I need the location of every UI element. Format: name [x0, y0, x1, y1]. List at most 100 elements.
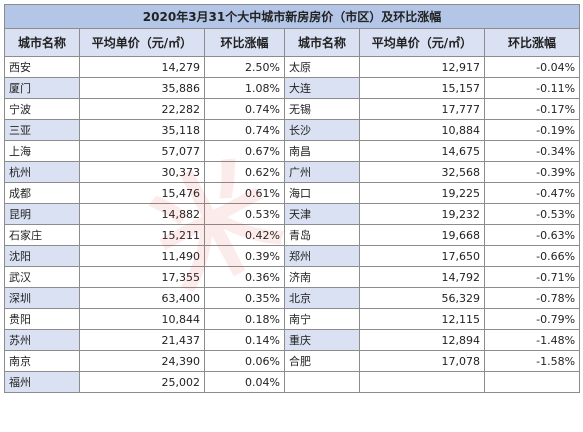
- city-name-cell: 大连: [284, 77, 360, 99]
- table-row: 西安 14,279 2.50% 太原 12,917 -0.04%: [4, 56, 581, 78]
- change-cell: 2.50%: [204, 56, 285, 78]
- price-cell: 12,917: [359, 56, 485, 78]
- price-cell: 17,650: [359, 245, 485, 267]
- change-cell: 0.06%: [204, 350, 285, 372]
- price-cell: 17,078: [359, 350, 485, 372]
- change-cell: -0.17%: [483, 98, 581, 120]
- table-row: 成都 15,476 0.61% 海口 19,225 -0.47%: [4, 182, 581, 204]
- change-cell: 0.53%: [204, 203, 285, 225]
- table-row: 石家庄 15,211 0.42% 青岛 19,668 -0.63%: [4, 224, 581, 246]
- price-cell: 32,568: [359, 161, 485, 183]
- city-name-cell: 贵阳: [4, 308, 80, 330]
- header-row: 城市名称 平均单价（元/㎡） 环比涨幅 城市名称 平均单价（元/㎡） 环比涨幅: [4, 28, 581, 57]
- city-name-cell: 南宁: [284, 308, 360, 330]
- table-row: 昆明 14,882 0.53% 天津 19,232 -0.53%: [4, 203, 581, 225]
- price-cell: 25,002: [79, 371, 205, 393]
- price-cell: 14,279: [79, 56, 205, 78]
- city-name-cell: 海口: [284, 182, 360, 204]
- table-row: 上海 57,077 0.67% 南昌 14,675 -0.34%: [4, 140, 581, 162]
- change-cell: 0.18%: [204, 308, 285, 330]
- change-cell: 0.04%: [204, 371, 285, 393]
- city-name-cell: 福州: [4, 371, 80, 393]
- city-name-cell: 天津: [284, 203, 360, 225]
- change-cell: -1.58%: [483, 350, 581, 372]
- city-name-cell: 郑州: [284, 245, 360, 267]
- price-cell: 17,355: [79, 266, 205, 288]
- city-name-cell: 厦门: [4, 77, 80, 99]
- city-name-cell: 宁波: [4, 98, 80, 120]
- price-cell: 14,792: [359, 266, 485, 288]
- header-change-right: 环比涨幅: [483, 28, 581, 57]
- change-cell: -0.34%: [483, 140, 581, 162]
- change-cell: 0.61%: [204, 182, 285, 204]
- city-name-cell: 合肥: [284, 350, 360, 372]
- price-cell: 10,884: [359, 119, 485, 141]
- price-cell: 10,844: [79, 308, 205, 330]
- change-cell: -1.48%: [483, 329, 581, 351]
- city-name-cell: 广州: [284, 161, 360, 183]
- price-cell: 12,115: [359, 308, 485, 330]
- city-name-cell: 北京: [284, 287, 360, 309]
- change-cell: -0.04%: [483, 56, 581, 78]
- change-cell: -0.78%: [483, 287, 581, 309]
- price-cell: 21,437: [79, 329, 205, 351]
- change-cell: -0.63%: [483, 224, 581, 246]
- header-city-left: 城市名称: [4, 28, 80, 57]
- price-cell: 19,668: [359, 224, 485, 246]
- table-row: 厦门 35,886 1.08% 大连 15,157 -0.11%: [4, 77, 581, 99]
- change-cell: 0.42%: [204, 224, 285, 246]
- change-cell: -0.53%: [483, 203, 581, 225]
- price-cell: 56,329: [359, 287, 485, 309]
- table-row: 贵阳 10,844 0.18% 南宁 12,115 -0.79%: [4, 308, 581, 330]
- price-cell: 12,894: [359, 329, 485, 351]
- price-cell: 22,282: [79, 98, 205, 120]
- price-cell: 63,400: [79, 287, 205, 309]
- change-cell: -0.79%: [483, 308, 581, 330]
- change-cell: 0.35%: [204, 287, 285, 309]
- price-cell: 14,675: [359, 140, 485, 162]
- change-cell: -0.19%: [483, 119, 581, 141]
- empty-cell: [483, 371, 581, 393]
- price-cell: 57,077: [79, 140, 205, 162]
- price-cell: 24,390: [79, 350, 205, 372]
- city-name-cell: 长沙: [284, 119, 360, 141]
- change-cell: 0.67%: [204, 140, 285, 162]
- price-cell: 30,373: [79, 161, 205, 183]
- price-table: 2020年3月31个大中城市新房房价（市区）及环比涨幅 城市名称 平均单价（元/…: [3, 4, 581, 393]
- city-name-cell: 青岛: [284, 224, 360, 246]
- table-title: 2020年3月31个大中城市新房房价（市区）及环比涨幅: [3, 4, 581, 29]
- empty-cell: [284, 371, 360, 393]
- city-name-cell: 无锡: [284, 98, 360, 120]
- table-row: 深圳 63,400 0.35% 北京 56,329 -0.78%: [4, 287, 581, 309]
- city-name-cell: 济南: [284, 266, 360, 288]
- table-row: 宁波 22,282 0.74% 无锡 17,777 -0.17%: [4, 98, 581, 120]
- change-cell: -0.39%: [483, 161, 581, 183]
- table-row: 杭州 30,373 0.62% 广州 32,568 -0.39%: [4, 161, 581, 183]
- city-name-cell: 苏州: [4, 329, 80, 351]
- city-name-cell: 石家庄: [4, 224, 80, 246]
- city-name-cell: 太原: [284, 56, 360, 78]
- city-name-cell: 杭州: [4, 161, 80, 183]
- city-name-cell: 重庆: [284, 329, 360, 351]
- table-body: 西安 14,279 2.50% 太原 12,917 -0.04% 厦门 35,886 1.08%…: [4, 56, 581, 393]
- change-cell: -0.47%: [483, 182, 581, 204]
- price-cell: 15,211: [79, 224, 205, 246]
- price-cell: 11,490: [79, 245, 205, 267]
- change-cell: -0.66%: [483, 245, 581, 267]
- change-cell: 0.62%: [204, 161, 285, 183]
- header-change-left: 环比涨幅: [204, 28, 285, 57]
- table-row: 苏州 21,437 0.14% 重庆 12,894 -1.48%: [4, 329, 581, 351]
- header-city-right: 城市名称: [284, 28, 360, 57]
- city-name-cell: 南京: [4, 350, 80, 372]
- price-cell: 17,777: [359, 98, 485, 120]
- table-row: 武汉 17,355 0.36% 济南 14,792 -0.71%: [4, 266, 581, 288]
- price-cell: 35,886: [79, 77, 205, 99]
- table-row: 南京 24,390 0.06% 合肥 17,078 -1.58%: [4, 350, 581, 372]
- city-name-cell: 西安: [4, 56, 80, 78]
- table-row: 三亚 35,118 0.74% 长沙 10,884 -0.19%: [4, 119, 581, 141]
- city-name-cell: 南昌: [284, 140, 360, 162]
- change-cell: 0.74%: [204, 98, 285, 120]
- price-cell: 19,232: [359, 203, 485, 225]
- city-name-cell: 上海: [4, 140, 80, 162]
